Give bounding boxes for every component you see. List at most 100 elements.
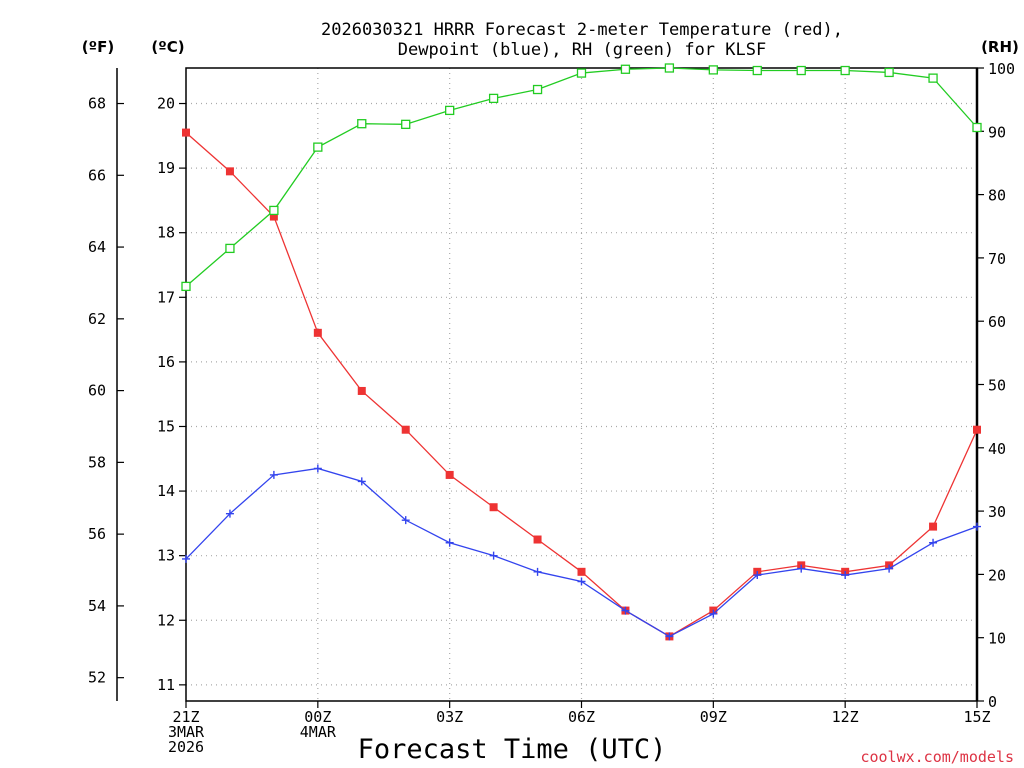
dewpoint-point: [973, 522, 981, 531]
fahrenheit-tick-label: 66: [88, 166, 106, 184]
rh-point: [928, 73, 938, 83]
dewpoint-point: [577, 577, 586, 586]
rh-point: [225, 243, 235, 254]
celsius-tick-label: 16: [157, 353, 175, 371]
x-tick-label: 3MAR: [168, 723, 205, 741]
fahrenheit-tick-label: 52: [88, 669, 106, 687]
temperature-point: [269, 212, 278, 221]
dewpoint-point: [313, 464, 322, 473]
gridlines: [186, 68, 977, 701]
temperature-point: [182, 128, 190, 137]
rh-tick-label: 20: [988, 566, 1006, 584]
rh-point: [181, 281, 191, 292]
celsius-tick-label: 20: [157, 95, 175, 113]
fahrenheit-tick-label: 56: [88, 525, 106, 543]
plot-frame: [185, 67, 978, 702]
x-tick-label: 00Z: [304, 708, 331, 726]
temperature-point: [401, 425, 410, 434]
rh-point: [488, 93, 499, 104]
dewpoint-point: [533, 567, 542, 576]
rh-point: [796, 65, 806, 76]
dewpoint-point: [709, 609, 718, 618]
dewpoint-point: [225, 509, 234, 518]
rh-point: [313, 142, 323, 152]
celsius-tick-label: 13: [157, 547, 175, 565]
fahrenheit-tick-label: 64: [88, 238, 106, 256]
dewpoint-point: [665, 632, 674, 641]
rh-tick-label: 80: [988, 187, 1006, 205]
celsius-tick-label: 14: [157, 482, 175, 500]
chart-title-line-1: 2026030321 HRRR Forecast 2-meter Tempera…: [321, 20, 843, 40]
rh-tick-label: 100: [988, 60, 1015, 78]
temperature-point: [445, 470, 454, 479]
dewpoint-point: [885, 564, 894, 573]
rh-point: [401, 119, 411, 129]
dewpoint-point: [929, 538, 938, 547]
rh-point: [752, 65, 762, 76]
rh-point: [708, 65, 718, 75]
dewpoint-point: [182, 554, 190, 563]
fahrenheit-unit-label: (ºF): [82, 38, 114, 56]
x-tick-label: 03Z: [436, 708, 463, 726]
chart-title-line-2: Dewpoint (blue), RH (green) for KLSF: [398, 40, 766, 60]
dewpoint-point: [841, 571, 850, 580]
dewpoint-point: [357, 477, 366, 486]
temperature-point: [225, 167, 234, 176]
fahrenheit-tick-label: 62: [88, 310, 106, 328]
x-tick-label: 21Z: [172, 708, 199, 726]
x-axis-label: Forecast Time (UTC): [358, 734, 667, 765]
temperature-point: [533, 535, 542, 544]
fahrenheit-tick-label: 68: [88, 95, 106, 113]
rh-tick-label: 70: [988, 250, 1006, 268]
rh-tick-label: 0: [988, 693, 997, 711]
data-series: [181, 63, 982, 641]
dewpoint-point: [753, 571, 762, 580]
fahrenheit-tick-label: 58: [88, 453, 106, 471]
rh-point: [840, 65, 850, 76]
temperature-point: [357, 386, 366, 395]
x-tick-label: 4MAR: [300, 723, 337, 741]
temperature-point: [313, 328, 322, 337]
x-tick-label: 2026: [168, 738, 204, 756]
credit-text: coolwx.com/models: [860, 748, 1014, 766]
rh-point: [664, 63, 675, 73]
rh-tick-label: 50: [988, 377, 1006, 395]
celsius-tick-label: 12: [157, 611, 175, 629]
x-tick-label: 06Z: [568, 708, 595, 726]
temperature-point: [973, 425, 981, 434]
celsius-tick-label: 19: [157, 159, 175, 177]
rh-point: [884, 67, 894, 78]
rh-point: [357, 119, 367, 129]
rh-point: [972, 122, 982, 133]
x-tick-label: 09Z: [700, 708, 727, 726]
dewpoint-point: [621, 606, 630, 615]
dewpoint-point: [445, 538, 454, 547]
rh-tick-label: 10: [988, 630, 1006, 648]
dewpoint-point: [797, 564, 806, 573]
celsius-tick-label: 17: [157, 288, 175, 306]
temperature-point: [929, 522, 938, 531]
rh-point: [532, 84, 543, 95]
rh-tick-label: 30: [988, 503, 1006, 521]
x-tick-label: 12Z: [832, 708, 859, 726]
rh-point: [269, 205, 279, 216]
celsius-unit-label: (ºC): [151, 38, 184, 56]
dewpoint-point: [489, 551, 498, 560]
temperature-point: [489, 503, 498, 512]
rh-point: [620, 64, 631, 74]
rh-unit-label: (RH): [981, 38, 1019, 56]
rh-point: [576, 68, 587, 78]
rh-tick-label: 90: [988, 123, 1006, 141]
celsius-tick-label: 18: [157, 224, 175, 242]
celsius-tick-label: 11: [157, 676, 175, 694]
fahrenheit-tick-label: 54: [88, 597, 106, 615]
x-tick-label: 15Z: [963, 708, 990, 726]
celsius-tick-label: 15: [157, 417, 175, 435]
rh-point: [445, 105, 455, 116]
dewpoint-point: [401, 516, 410, 525]
temperature-point: [577, 567, 586, 576]
rh-tick-label: 60: [988, 313, 1006, 331]
dewpoint-point: [269, 470, 278, 479]
